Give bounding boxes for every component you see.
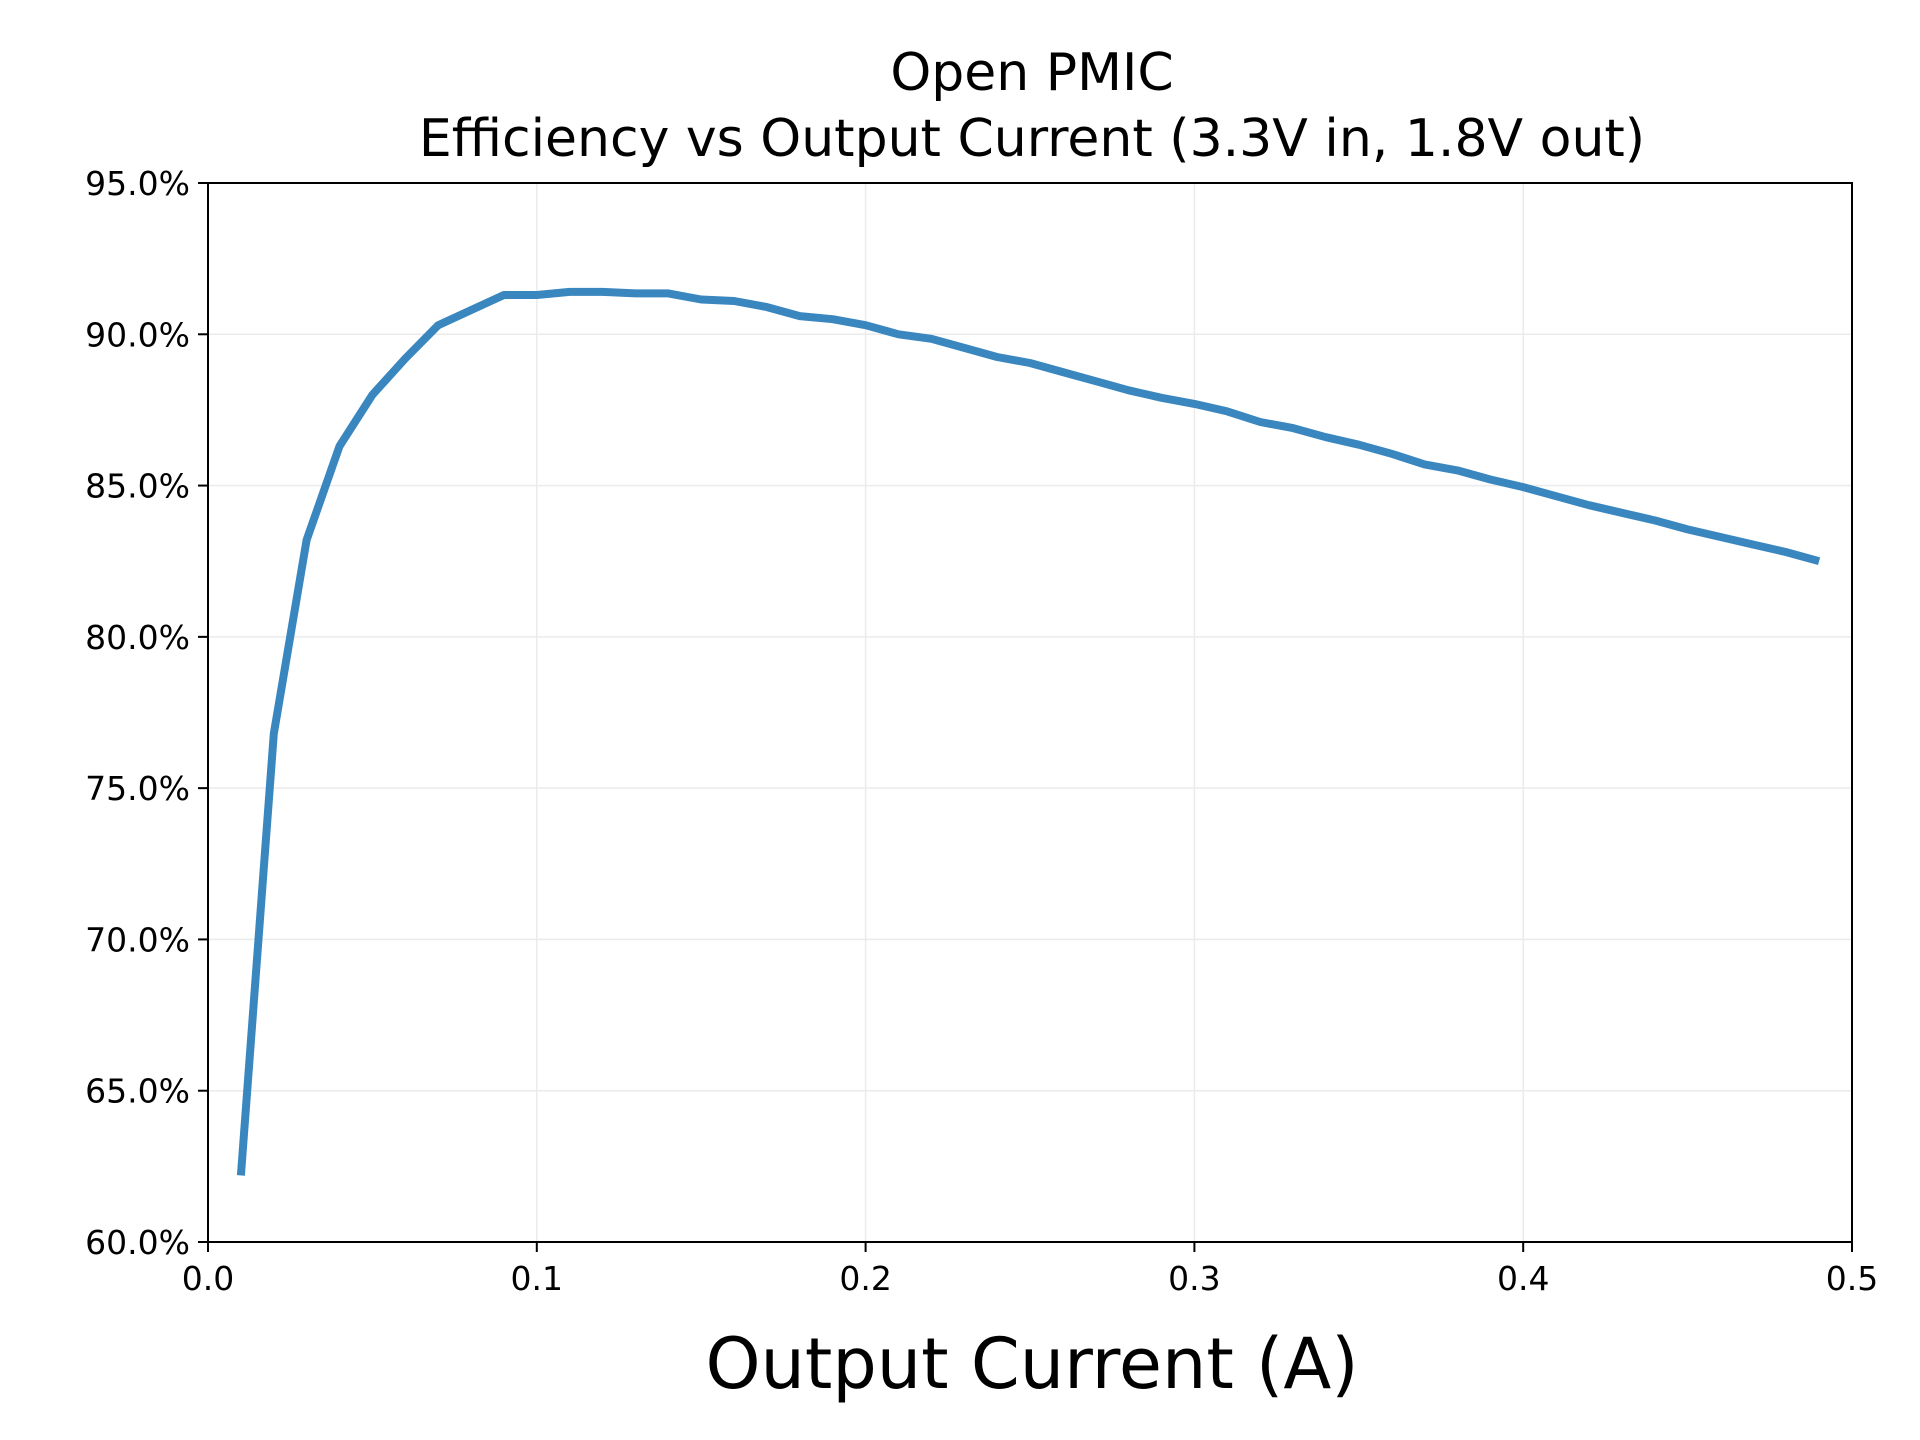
y-tick-label: 90.0% — [85, 315, 190, 354]
y-tick-label: 65.0% — [85, 1072, 190, 1111]
chart-title: Open PMIC — [890, 43, 1173, 103]
y-axis-ticks: 60.0% 65.0% 70.0% 75.0% 80.0% 85.0% 90.0% 95.0% — [85, 164, 208, 1262]
x-tick-label: 0.1 — [511, 1259, 563, 1298]
chart-subtitle: Efficiency vs Output Current (3.3V in, 1… — [419, 109, 1645, 169]
y-tick-label: 95.0% — [85, 164, 190, 203]
grid — [207, 182, 1853, 1243]
x-tick-label: 0.0 — [182, 1259, 234, 1298]
plot-frame — [207, 182, 1853, 1243]
series-layer — [236, 287, 1821, 1176]
x-tick-label: 0.3 — [1168, 1259, 1220, 1298]
x-tick-label: 0.5 — [1826, 1259, 1878, 1298]
x-axis-label: Output Current (A) — [705, 1323, 1358, 1405]
y-tick-label: 75.0% — [85, 769, 190, 808]
x-axis-ticks: 0.0 0.1 0.2 0.3 0.4 0.5 — [182, 1242, 1878, 1298]
efficiency-series-line — [236, 287, 1821, 1176]
x-tick-label: 0.2 — [839, 1259, 891, 1298]
y-tick-label: 60.0% — [85, 1223, 190, 1262]
y-tick-label: 80.0% — [85, 618, 190, 657]
y-tick-label: 85.0% — [85, 467, 190, 506]
y-tick-label: 70.0% — [85, 920, 190, 959]
x-tick-label: 0.4 — [1497, 1259, 1549, 1298]
